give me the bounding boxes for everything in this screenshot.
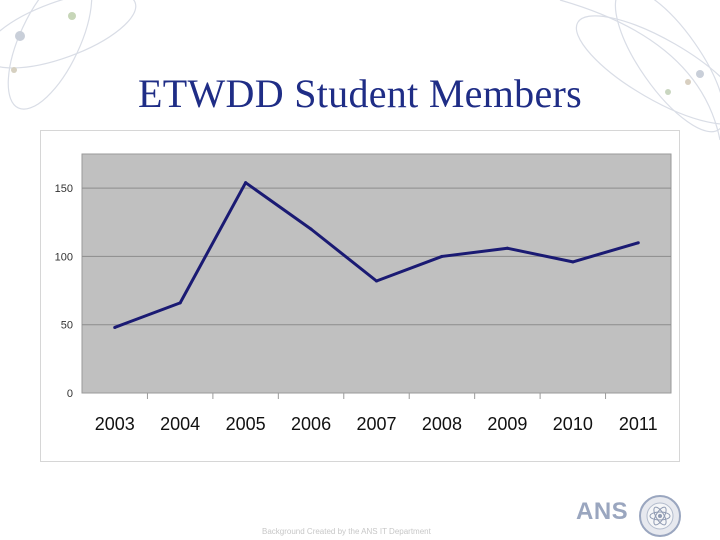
data-point xyxy=(505,246,509,250)
y-tick-label: 150 xyxy=(55,183,73,195)
data-point xyxy=(309,227,313,231)
y-tick-label: 50 xyxy=(61,320,73,332)
data-point xyxy=(375,279,378,283)
data-point xyxy=(178,301,182,305)
x-axis-ticks: 2003 2004 2005 2006 2007 2008 2009 2010 2011 xyxy=(95,393,658,434)
x-tick-label: 2009 xyxy=(487,414,527,434)
series-layer xyxy=(113,181,640,329)
x-tick-label: 2008 xyxy=(422,414,462,434)
gridlines xyxy=(82,187,671,326)
x-tick-label: 2005 xyxy=(226,414,266,434)
y-tick-label: 100 xyxy=(55,251,73,263)
data-point xyxy=(571,260,575,264)
data-point xyxy=(113,325,117,329)
plot-area xyxy=(81,153,672,394)
slide-title: ETWDD Student Members xyxy=(138,71,582,116)
logo-text: ANS xyxy=(576,498,629,525)
footer-credit: Background Created by the ANS IT Departm… xyxy=(262,527,431,536)
chart-frame: 0 50 100 150 2003 2004 2005 2006 2007 2008 2009 20… xyxy=(40,130,680,462)
data-point xyxy=(244,181,248,185)
data-point xyxy=(440,254,444,258)
x-tick-label: 2011 xyxy=(619,414,658,434)
y-axis-ticks: 0 50 100 150 xyxy=(55,183,73,400)
x-tick-label: 2010 xyxy=(553,414,593,434)
ans-logo: ANS xyxy=(576,494,686,538)
data-point xyxy=(636,241,640,245)
ans-seal-icon xyxy=(639,495,681,537)
x-tick-label: 2006 xyxy=(291,414,331,434)
y-tick-label: 0 xyxy=(67,388,73,400)
x-tick-label: 2007 xyxy=(356,414,396,434)
x-tick-label: 2003 xyxy=(95,414,135,434)
x-tick-label: 2004 xyxy=(160,414,200,434)
